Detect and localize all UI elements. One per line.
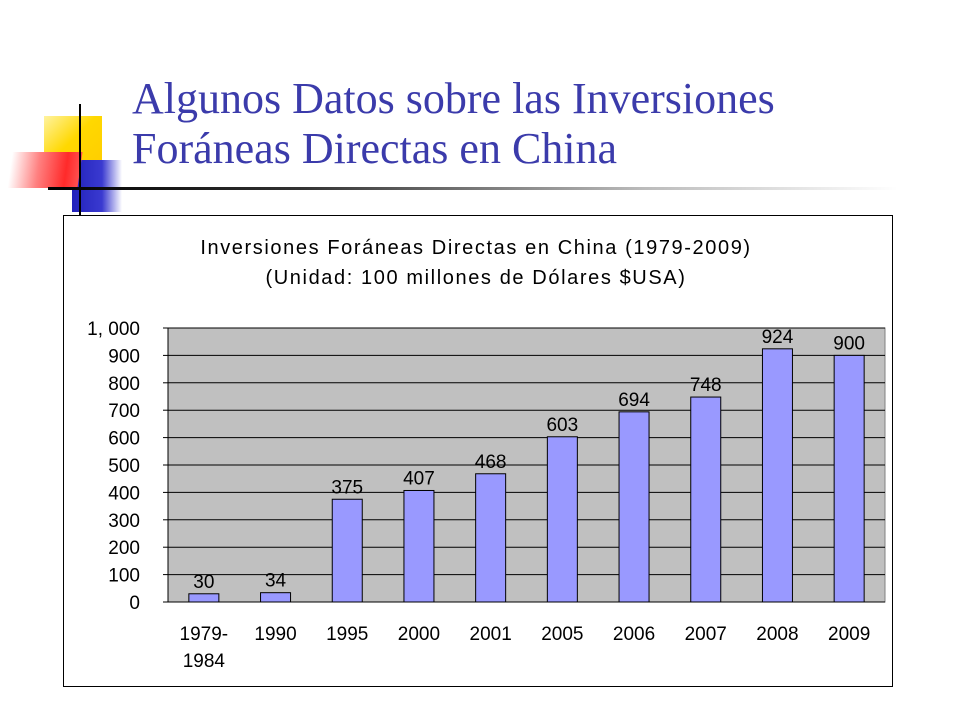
x-tick-label-3: 2000 [398,624,440,645]
deco-vertical-line [79,104,81,216]
chart-subtitle: (Unidad: 100 millones de Dólares $USA) [266,267,687,289]
data-label-7: 748 [690,375,722,396]
data-label-6: 694 [618,390,650,411]
data-label-0: 30 [193,572,214,593]
title-underline [48,187,898,190]
y-tick-label: 100 [108,566,140,587]
data-label-3: 407 [403,468,435,489]
y-tick-label: 300 [108,511,140,532]
x-tick-label-5: 2005 [541,624,583,645]
bar-0 [188,593,220,603]
fdi-bar-chart: Inversiones Foráneas Directas en China (… [87,237,886,672]
bar-1 [260,592,292,603]
data-label-4: 468 [475,452,507,473]
bar-8 [761,348,793,603]
data-label-5: 603 [546,415,578,436]
data-label-1: 34 [265,571,287,592]
x-tick-label-7: 2007 [685,624,727,645]
chart-title: Inversiones Foráneas Directas en China (… [200,237,751,259]
bar-3 [403,489,435,603]
y-tick-label: 200 [108,538,140,559]
data-label-2: 375 [331,477,363,498]
x-tick-label-9: 2009 [828,624,870,645]
bar-7 [690,396,722,603]
y-tick-label: 700 [108,401,140,422]
y-tick-label: 0 [129,593,140,614]
y-tick-label: 1, 000 [87,319,140,340]
y-tick-label: 400 [108,483,140,504]
data-label-8: 924 [762,327,794,348]
bars [188,348,865,603]
x-tick-label-2: 1995 [326,624,368,645]
bar-9 [833,354,865,603]
y-tick-label: 800 [108,374,140,395]
slide-title-line-1: Algunos Datos sobre las Inversiones [132,74,775,123]
y-tick-label: 500 [108,456,140,477]
y-tick-label: 900 [108,346,140,367]
x-axis-ticks: 1979- 1984 1990 1995 2000 2001 2005 2006 2007 200… [180,624,871,672]
bar-4 [475,473,507,603]
data-label-9: 900 [833,333,865,354]
y-tick-label: 600 [108,429,140,450]
bar-2 [331,498,363,603]
x-tick-label-1: 1990 [254,624,296,645]
x-tick-label-6: 2006 [613,624,655,645]
x-tick-label-4: 2001 [470,624,512,645]
x-tick-label-0: 1979- [180,624,229,645]
data-labels: 30 34 375 407 468 603 694 748 924 900 [193,327,865,593]
deco-red-streak [7,152,83,188]
bar-5 [546,436,578,603]
bar-6 [618,411,650,603]
x-tick-label-8: 2008 [756,624,798,645]
slide-title-line-2: Foráneas Directas en China [132,124,618,173]
slide-title: Algunos Datos sobre las Inversiones Forá… [132,74,932,174]
x-tick-label-0: 1984 [183,651,226,672]
